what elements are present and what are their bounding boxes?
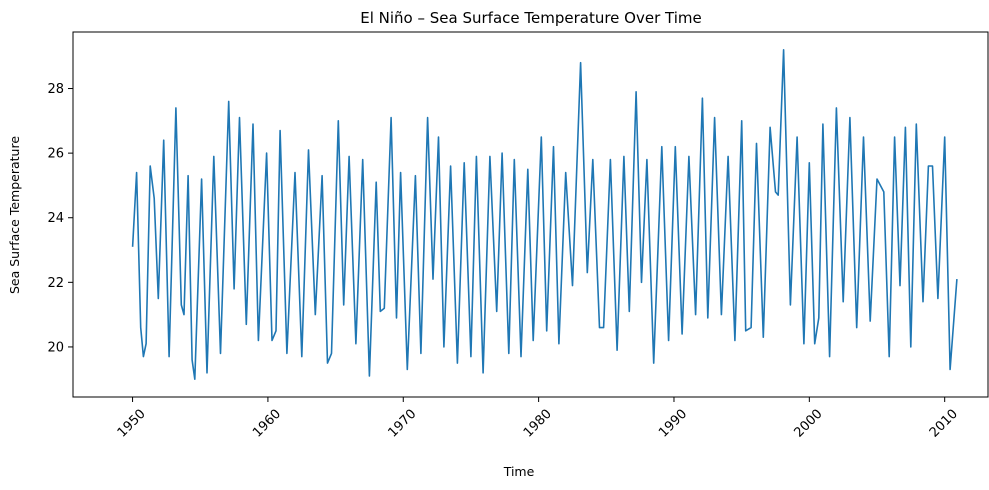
y-tick-label: 28 xyxy=(47,82,64,97)
series-line xyxy=(131,49,958,380)
x-tick-label: 1990 xyxy=(656,407,690,441)
plot-area xyxy=(131,49,958,380)
x-tick-label: 1970 xyxy=(385,407,419,441)
x-tick-label: 2000 xyxy=(792,407,826,441)
y-tick-label: 20 xyxy=(47,340,64,355)
x-tick-label: 1980 xyxy=(521,407,555,441)
y-tick-label: 22 xyxy=(47,276,64,291)
x-axis-label: Time xyxy=(503,464,535,479)
y-tick-label: 26 xyxy=(47,147,64,162)
chart-title: El Niño – Sea Surface Temperature Over T… xyxy=(360,9,701,27)
y-axis: 20 22 24 26 28 xyxy=(47,82,73,355)
x-tick-label: 2010 xyxy=(927,407,961,441)
y-axis-label: Sea Surface Temperature xyxy=(7,136,22,294)
x-axis: 1950 1960 1970 1980 1990 2000 2010 xyxy=(115,397,961,441)
x-tick-label: 1950 xyxy=(115,407,149,441)
y-tick-label: 24 xyxy=(47,211,64,226)
x-tick-label: 1960 xyxy=(250,407,284,441)
plot-frame xyxy=(72,31,989,398)
